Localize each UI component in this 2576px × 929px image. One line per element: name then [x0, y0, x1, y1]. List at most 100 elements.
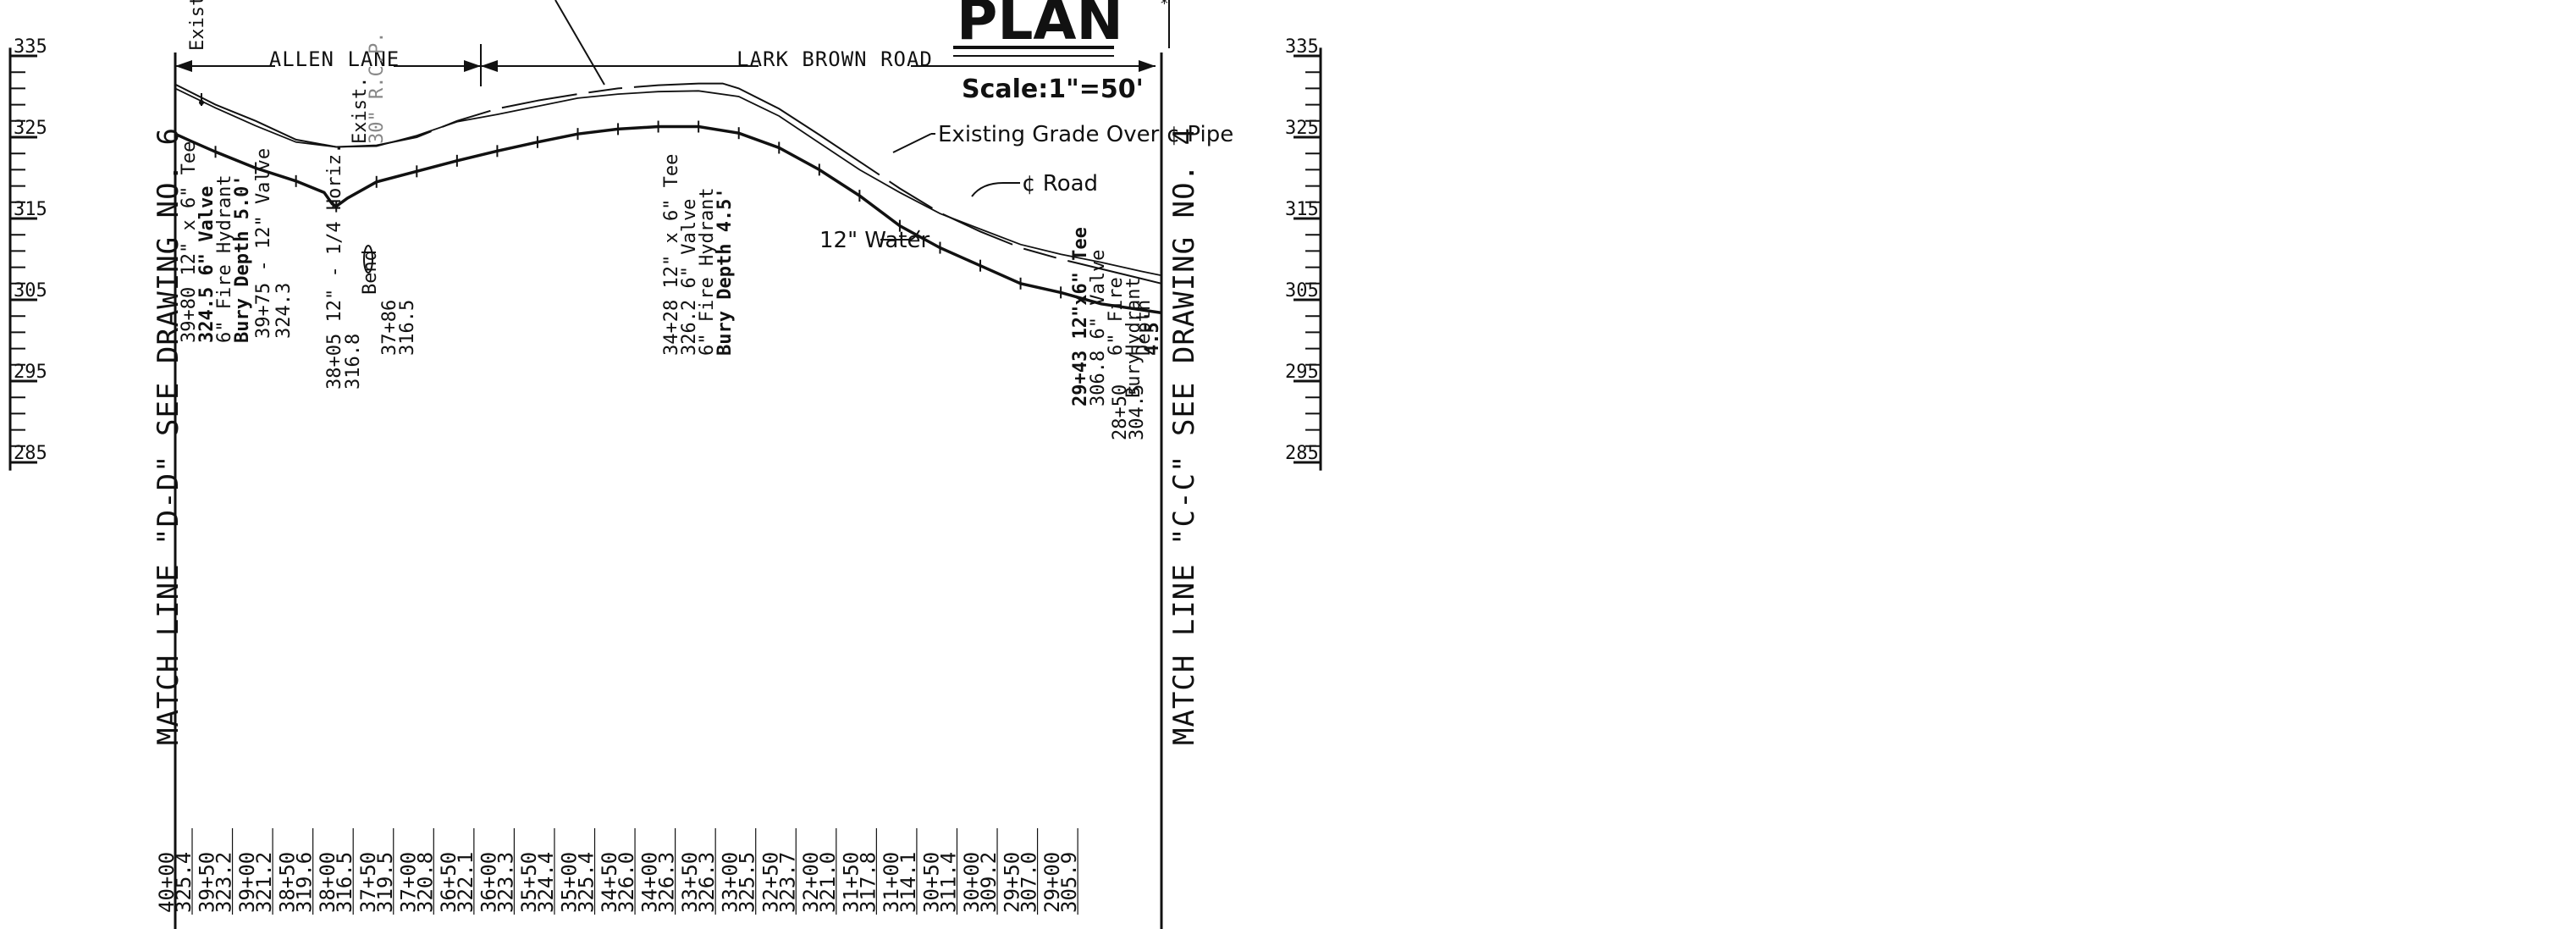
svg-text:37+86: 37+86 — [379, 300, 400, 356]
station-elevation: 321.2 — [252, 852, 276, 913]
station-elevation: 319.6 — [293, 852, 317, 913]
station-label: 36+50 — [437, 852, 461, 913]
fitting-note-n7: 28+50 304.5 — [1110, 384, 1148, 440]
svg-text:Bury Depth 5.0': Bury Depth 5.0' — [232, 174, 253, 343]
station-elevation: 321.0 — [816, 852, 840, 913]
svg-text:39+75 - 12" Valve: 39+75 - 12" Valve — [253, 148, 274, 339]
scale-label: 315 — [14, 199, 47, 220]
arrow-left-icon — [175, 60, 192, 72]
station-label: 29+50 — [1001, 852, 1024, 913]
scale-label: 335 — [14, 36, 47, 58]
station-elevation: 320.8 — [413, 852, 437, 913]
station-label: 36+00 — [477, 852, 500, 913]
plan-scale: Scale:1"=50' — [962, 75, 1144, 104]
station-label: 39+50 — [196, 852, 219, 913]
station-label: 30+50 — [919, 852, 943, 913]
arrow-right-icon — [1139, 60, 1156, 72]
station-elevation: 307.0 — [1018, 852, 1041, 913]
station-elevation: 325.4 — [172, 852, 196, 913]
svg-text:Bury Depth 4.5': Bury Depth 4.5' — [714, 187, 736, 356]
station-elevation: 326.3 — [695, 852, 719, 913]
svg-text:6" Fire Hydrant: 6" Fire Hydrant — [697, 187, 718, 356]
ci-marker — [199, 100, 204, 105]
station-elevation: 305.9 — [1057, 852, 1081, 913]
profile-line-2 — [174, 87, 1162, 277]
plan-title: PLAN — [957, 0, 1123, 53]
fitting-note-n5: 34+28 12" x 6" Tee 326.2 6" Valve 6" Fir… — [661, 154, 736, 356]
scale-label: 285 — [1285, 443, 1319, 464]
match-line-right: MATCH LINE "C-C" SEE DRAWING NO. 4 — [1167, 127, 1201, 745]
water-leader — [880, 229, 920, 241]
scale-label: 295 — [1285, 362, 1319, 383]
station-label: 38+00 — [316, 852, 339, 913]
station-elevation: 324.4 — [534, 852, 558, 913]
station-label: 39+00 — [235, 852, 259, 913]
station-elevation: 323.2 — [212, 852, 236, 913]
road-leader — [971, 182, 1020, 197]
scale-label: 285 — [14, 443, 47, 464]
station-elevation: 311.4 — [936, 852, 960, 913]
station-label: 37+00 — [396, 852, 420, 913]
road-label-lark-brown: LARK BROWN ROAD — [736, 47, 933, 71]
road-label-bg-left — [275, 47, 394, 73]
station-label: 37+50 — [356, 852, 380, 913]
svg-text:316.8: 316.8 — [343, 334, 364, 390]
station-label: 32+50 — [758, 852, 782, 913]
grade-leader — [892, 133, 932, 153]
station-label: 33+00 — [719, 852, 742, 913]
svg-text:4.5': 4.5' — [1142, 311, 1163, 356]
svg-text:304.5: 304.5 — [1127, 384, 1148, 440]
station-label: 35+50 — [517, 852, 541, 913]
station-label: 38+50 — [276, 852, 300, 913]
station-elevation: 326.0 — [615, 852, 638, 913]
fitting-note-n6: 29+43 12"x6" Tee 306.8 6" Valve 6" Fire … — [1070, 227, 1163, 406]
svg-text:306.8 6" Valve: 306.8 6" Valve — [1088, 250, 1109, 406]
north-arrow-icon: * — [1160, 0, 1169, 13]
callout-existing-grade: Existing Grade Over ¢ Pipe — [938, 122, 1233, 147]
road-extent-markers — [175, 44, 1156, 86]
svg-text:324.5 6" Valve: 324.5 6" Valve — [196, 186, 218, 343]
station-elevation: 325.4 — [575, 852, 598, 913]
svg-text:Bend: Bend — [360, 250, 381, 295]
match-line-left: MATCH LINE "D-D" SEE DRAWING NO. 6 — [152, 127, 185, 745]
scale-label: 305 — [14, 280, 47, 301]
station-label: 35+00 — [558, 852, 582, 913]
fitting-note-n3: 38+05 12" - 1/4 Horiz. 316.8 Bend — [324, 143, 381, 390]
svg-text:29+43 12"x6" Tee: 29+43 12"x6" Tee — [1070, 227, 1091, 406]
svg-text:28+50: 28+50 — [1110, 384, 1131, 440]
svg-text:326.2 6" Valve: 326.2 6" Valve — [679, 199, 700, 356]
arrow-mid-left-icon — [464, 60, 481, 72]
station-label: 29+00 — [1040, 852, 1064, 913]
station-label: 34+50 — [598, 852, 621, 913]
plan-leader-line — [554, 0, 605, 86]
road-label-allen-lane: ALLEN LANE — [269, 47, 400, 71]
fitting-note-n1: 39+80 12" x 6" Tee 324.5 6" Valve 6" Fir… — [179, 141, 253, 343]
station-label: 40+00 — [155, 852, 179, 913]
scale-label: 305 — [1285, 280, 1319, 301]
station-elevation: 319.5 — [373, 852, 397, 913]
fitting-note-n4: 37+86 316.5 — [379, 300, 418, 356]
scale-label: 295 — [14, 362, 47, 383]
svg-text:Hydrant: Hydrant — [1123, 277, 1145, 356]
callout-road-centerline: ¢ Road — [1022, 171, 1098, 196]
callout-leaders — [199, 93, 1020, 241]
scale-label: 335 — [1285, 36, 1319, 58]
profile-lines — [174, 82, 1162, 315]
station-elevation: 322.1 — [454, 852, 477, 913]
callout-exist-rcp: Exist. — [350, 77, 371, 144]
station-elevation: 323.3 — [494, 852, 517, 913]
callout-water-main: 12" Water — [819, 228, 929, 253]
callout-exist-ci: Exist. 4" C.I. — [187, 0, 208, 51]
station-elevation: 316.5 — [333, 852, 356, 913]
station-elevation: 314.1 — [896, 852, 920, 913]
callout-exist-rcp-size: 30" R.C.P. — [367, 32, 388, 144]
station-elevation: 326.3 — [655, 852, 679, 913]
station-elevation: 323.7 — [775, 852, 799, 913]
svg-text:6" Fire: 6" Fire — [1106, 277, 1127, 356]
station-label: 31+00 — [880, 852, 903, 913]
svg-text:324.3: 324.3 — [273, 283, 295, 339]
scale-label: 325 — [14, 118, 47, 139]
scale-label: 315 — [1285, 199, 1319, 220]
